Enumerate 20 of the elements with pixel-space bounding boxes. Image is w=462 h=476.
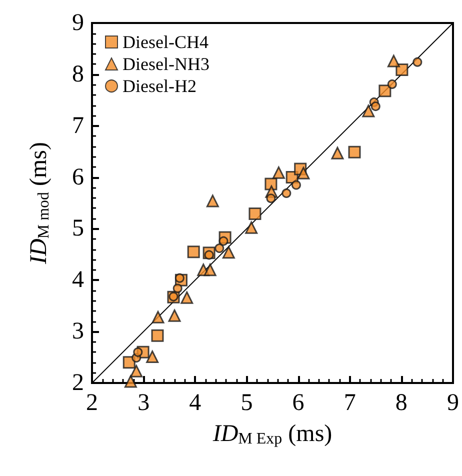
y-tick-label: 6: [72, 164, 84, 190]
y-axis-title: IDM mod (ms): [26, 142, 52, 265]
x-axis-title: IDM Exp (ms): [212, 421, 332, 448]
y-tick-label: 4: [72, 267, 84, 294]
x-tick-label: 4: [189, 390, 202, 416]
x-tick-label: 8: [395, 390, 408, 416]
y-tick-label: 7: [72, 112, 84, 139]
x-tick-label: 3: [138, 390, 150, 416]
y-tick-label: 8: [72, 61, 84, 88]
legend-label: Diesel-H2: [122, 76, 196, 96]
legend-label: Diesel-NH3: [122, 54, 210, 74]
x-tick-label: 6: [292, 390, 304, 416]
x-tick-label: 5: [240, 390, 253, 416]
y-tick-label: 9: [72, 10, 84, 36]
y-tick-label: 3: [72, 318, 84, 345]
x-tick-label: 7: [344, 390, 356, 416]
x-tick-label: 9: [447, 390, 459, 416]
y-tick-label: 2: [72, 370, 84, 396]
legend-label: Diesel-CH4: [122, 32, 208, 52]
y-tick-label: 5: [72, 216, 84, 242]
